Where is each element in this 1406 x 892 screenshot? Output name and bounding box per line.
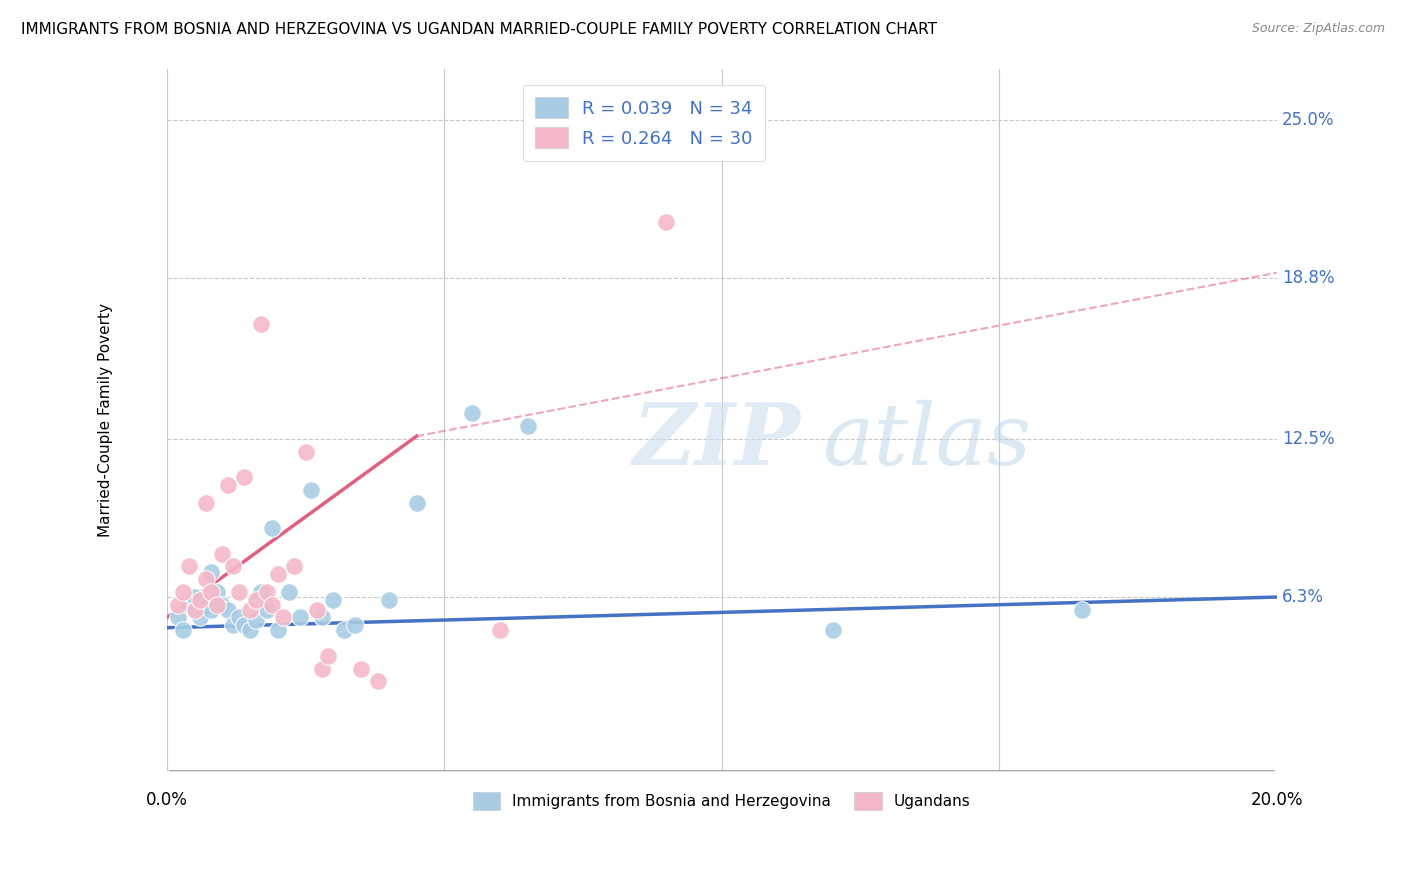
Point	[177, 559, 200, 574]
Point	[262, 521, 284, 535]
Point	[183, 590, 205, 604]
Point	[233, 470, 256, 484]
Point	[200, 585, 222, 599]
Point	[405, 495, 427, 509]
Point	[277, 585, 299, 599]
Point	[1071, 603, 1094, 617]
Text: 0.0%: 0.0%	[146, 791, 188, 809]
Point	[488, 624, 510, 638]
Point	[183, 603, 205, 617]
Point	[367, 674, 389, 689]
Point	[250, 585, 273, 599]
Point	[217, 477, 239, 491]
Point	[188, 592, 211, 607]
Point	[217, 603, 239, 617]
Point	[288, 610, 311, 624]
Point	[228, 610, 250, 624]
Point	[322, 592, 344, 607]
Point	[172, 624, 194, 638]
Point	[188, 610, 211, 624]
Point	[311, 661, 333, 675]
Point	[283, 559, 305, 574]
Point	[267, 624, 290, 638]
Text: Source: ZipAtlas.com: Source: ZipAtlas.com	[1251, 22, 1385, 36]
Point	[333, 624, 356, 638]
Point	[305, 603, 328, 617]
Text: 20.0%: 20.0%	[1250, 791, 1303, 809]
Point	[167, 610, 190, 624]
Point	[239, 603, 262, 617]
Point	[256, 585, 278, 599]
Point	[311, 610, 333, 624]
Text: 25.0%: 25.0%	[1282, 111, 1334, 128]
Point	[350, 661, 373, 675]
Point	[378, 592, 401, 607]
Point	[194, 495, 217, 509]
Text: 12.5%: 12.5%	[1282, 430, 1334, 448]
Point	[172, 585, 194, 599]
Point	[267, 567, 290, 582]
Point	[273, 610, 295, 624]
Legend: Immigrants from Bosnia and Herzegovina, Ugandans: Immigrants from Bosnia and Herzegovina, …	[467, 786, 977, 815]
Point	[183, 603, 205, 617]
Point	[200, 565, 222, 579]
Point	[205, 598, 228, 612]
Text: ZIP: ZIP	[633, 399, 801, 483]
Point	[294, 444, 316, 458]
Point	[821, 624, 844, 638]
Point	[256, 603, 278, 617]
Point	[461, 406, 484, 420]
Point	[316, 648, 339, 663]
Point	[222, 618, 245, 632]
Point	[655, 215, 678, 229]
Point	[211, 547, 233, 561]
Point	[239, 624, 262, 638]
Point	[205, 585, 228, 599]
Point	[344, 618, 367, 632]
Point	[245, 613, 267, 627]
Text: 18.8%: 18.8%	[1282, 268, 1334, 287]
Point	[177, 598, 200, 612]
Point	[233, 618, 256, 632]
Point	[211, 598, 233, 612]
Text: IMMIGRANTS FROM BOSNIA AND HERZEGOVINA VS UGANDAN MARRIED-COUPLE FAMILY POVERTY : IMMIGRANTS FROM BOSNIA AND HERZEGOVINA V…	[21, 22, 936, 37]
Point	[250, 317, 273, 331]
Point	[222, 559, 245, 574]
Point	[167, 598, 190, 612]
Text: 6.3%: 6.3%	[1282, 588, 1324, 606]
Point	[200, 603, 222, 617]
Text: Married-Couple Family Poverty: Married-Couple Family Poverty	[98, 302, 114, 537]
Text: atlas: atlas	[821, 400, 1031, 482]
Point	[262, 598, 284, 612]
Point	[228, 585, 250, 599]
Point	[299, 483, 322, 497]
Point	[245, 592, 267, 607]
Point	[516, 419, 538, 434]
Point	[194, 598, 217, 612]
Point	[194, 572, 217, 586]
